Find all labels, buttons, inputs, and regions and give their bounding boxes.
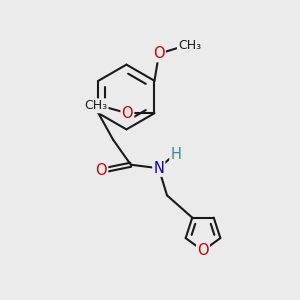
Text: CH₃: CH₃ [84,99,107,112]
Text: O: O [197,243,209,258]
Text: H: H [170,147,181,162]
Text: N: N [153,161,164,176]
Text: O: O [95,163,107,178]
Text: O: O [122,106,133,121]
Text: CH₃: CH₃ [178,39,201,52]
Text: O: O [153,46,165,61]
